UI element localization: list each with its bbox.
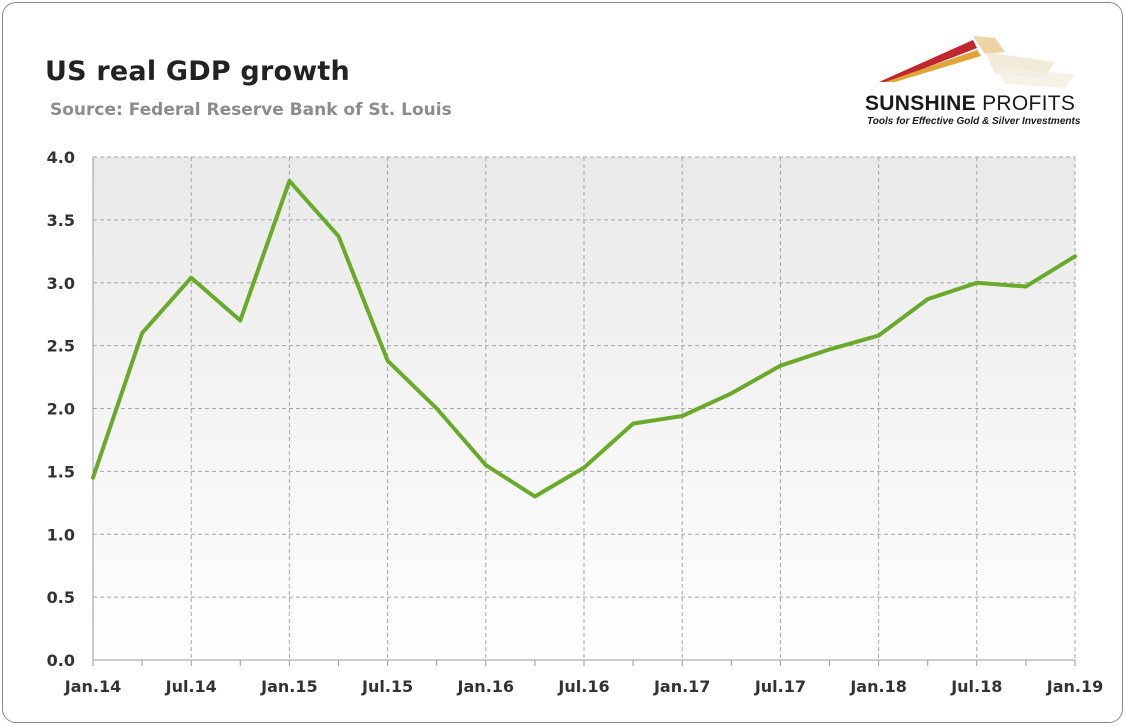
x-tick-label: Jan.16 — [457, 677, 514, 696]
grid-lines — [93, 156, 1076, 660]
x-tick-label: Jan.14 — [64, 677, 121, 696]
y-tick-label: 1.0 — [47, 525, 75, 544]
x-tick-label: Jan.18 — [849, 677, 906, 696]
logo-name-light: PROFITS — [982, 92, 1076, 115]
logo-swoosh-icon — [879, 36, 1075, 88]
y-tick-label: 3.0 — [47, 274, 75, 293]
tick-labels: 0.0 0.5 1.0 1.5 2.0 2.5 3.0 3.5 4.0 Jan.14 Jul.14 J… — [47, 148, 1104, 696]
x-tick-label: Jan.17 — [653, 677, 710, 696]
logo-tagline: Tools for Effective Gold & Silver Invest… — [867, 116, 1081, 127]
chart-title: US real GDP growth — [45, 56, 350, 87]
logo-wordmark: SUNSHINE PROFITS — [865, 92, 1075, 116]
y-tick-label: 3.5 — [47, 211, 75, 230]
logo-name-bold: SUNSHINE — [865, 92, 976, 115]
y-tick-label: 0.5 — [47, 588, 75, 607]
x-tick-label: Jul.14 — [165, 677, 217, 696]
y-tick-label: 0.0 — [47, 651, 75, 670]
y-tick-label: 4.0 — [47, 148, 75, 167]
y-tick-label: 2.0 — [47, 400, 75, 419]
y-tick-label: 2.5 — [47, 337, 75, 356]
x-tick-label: Jul.16 — [557, 677, 609, 696]
series-layer — [91, 178, 1077, 499]
x-tick-label: Jul.15 — [361, 677, 413, 696]
x-tick-label: Jan.15 — [260, 677, 317, 696]
sunshine-profits-logo: SUNSHINE PROFITS Tools for Effective Gol… — [845, 22, 1125, 137]
y-tick-label: 1.5 — [47, 462, 75, 481]
chart-source: Source: Federal Reserve Bank of St. Loui… — [50, 100, 452, 120]
x-tick-label: Jan.19 — [1046, 677, 1103, 696]
axes — [92, 157, 1076, 666]
x-tick-label: Jul.17 — [754, 677, 806, 696]
x-tick-label: Jul.18 — [950, 677, 1002, 696]
